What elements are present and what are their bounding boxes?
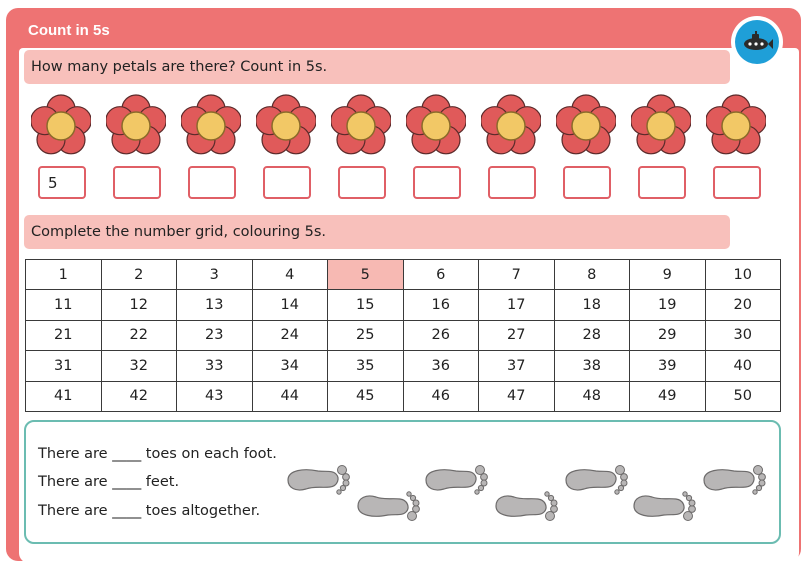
flower-item [478, 94, 544, 206]
grid-cell[interactable]: 14 [251, 289, 328, 321]
grid-row: 31 32 33 34 35 36 37 38 39 40 [25, 350, 781, 382]
grid-cell[interactable]: 19 [629, 289, 706, 321]
flower-item [253, 94, 319, 206]
grid-cell[interactable]: 38 [553, 350, 630, 382]
toes-total-sentence: There are ____ toes altogether. [38, 503, 261, 519]
grid-cell[interactable]: 35 [327, 350, 404, 382]
flower-item [328, 94, 394, 206]
grid-cell[interactable]: 15 [327, 289, 404, 321]
grid-cell[interactable]: 17 [478, 289, 555, 321]
petal-count-box[interactable] [188, 166, 236, 199]
grid-cell[interactable]: 28 [553, 319, 630, 352]
grid-cell[interactable]: 44 [251, 380, 328, 413]
grid-cell[interactable]: 10 [704, 258, 781, 291]
grid-cell[interactable]: 1 [25, 258, 102, 291]
petal-count-box[interactable]: 5 [38, 166, 86, 199]
grid-cell[interactable]: 48 [553, 380, 630, 413]
grid-cell[interactable]: 43 [176, 380, 253, 413]
foot-icon [562, 462, 632, 500]
flower-item [178, 94, 244, 206]
flower-item [103, 94, 169, 206]
grid-row: 1 2 3 4 5 6 7 8 9 10 [25, 258, 781, 291]
grid-cell[interactable]: 36 [402, 350, 479, 382]
foot-icon [422, 462, 492, 500]
foot-icon [284, 462, 354, 500]
grid-cell[interactable]: 50 [704, 380, 781, 413]
grid-cell[interactable]: 37 [478, 350, 555, 382]
grid-cell[interactable]: 8 [553, 258, 630, 291]
flower-item: 5 [28, 94, 94, 206]
feet-panel: There are ____ toes on each foot. There … [24, 420, 781, 544]
foot-icon [492, 490, 562, 528]
foot-icon [354, 490, 424, 528]
toes-per-foot-sentence: There are ____ toes on each foot. [38, 446, 277, 462]
grid-cell[interactable]: 4 [251, 258, 328, 291]
feet-count-sentence: There are ____ feet. [38, 474, 180, 490]
number-grid: 1 2 3 4 5 6 7 8 9 10 11 12 13 14 15 16 17 18 19 20 21 22 23 24 2… [25, 258, 781, 413]
grid-cell[interactable]: 31 [25, 350, 102, 382]
grid-cell[interactable]: 12 [100, 289, 177, 321]
grid-cell[interactable]: 33 [176, 350, 253, 382]
grid-cell[interactable]: 5 [327, 258, 404, 291]
foot-icon [700, 462, 770, 500]
grid-cell[interactable]: 20 [704, 289, 781, 321]
grid-cell[interactable]: 45 [327, 380, 404, 413]
grid-row: 41 42 43 44 45 46 47 48 49 50 [25, 380, 781, 413]
grid-cell[interactable]: 32 [100, 350, 177, 382]
grid-cell[interactable]: 39 [629, 350, 706, 382]
petal-count-box[interactable] [113, 166, 161, 199]
grid-cell[interactable]: 18 [553, 289, 630, 321]
grid-cell[interactable]: 25 [327, 319, 404, 352]
grid-cell[interactable]: 41 [25, 380, 102, 413]
grid-cell[interactable]: 42 [100, 380, 177, 413]
grid-cell[interactable]: 27 [478, 319, 555, 352]
petal-count-box[interactable] [488, 166, 536, 199]
petal-count-box[interactable] [338, 166, 386, 199]
petal-count-box[interactable] [413, 166, 461, 199]
flower-item [703, 94, 769, 206]
grid-cell[interactable]: 3 [176, 258, 253, 291]
grid-cell[interactable]: 22 [100, 319, 177, 352]
grid-cell[interactable]: 46 [402, 380, 479, 413]
grid-cell[interactable]: 26 [402, 319, 479, 352]
grid-cell[interactable]: 40 [704, 350, 781, 382]
foot-icon [630, 490, 700, 528]
grid-instruction: Complete the number grid, colouring 5s. [24, 215, 730, 249]
grid-cell[interactable]: 21 [25, 319, 102, 352]
flower-item [553, 94, 619, 206]
grid-cell[interactable]: 7 [478, 258, 555, 291]
flower-item [628, 94, 694, 206]
petal-count-box[interactable] [638, 166, 686, 199]
flower-row: 5 [28, 94, 778, 206]
grid-cell[interactable]: 11 [25, 289, 102, 321]
grid-cell[interactable]: 49 [629, 380, 706, 413]
grid-cell[interactable]: 6 [402, 258, 479, 291]
petal-count-box[interactable] [713, 166, 761, 199]
submarine-icon [731, 16, 783, 68]
petal-count-box[interactable] [563, 166, 611, 199]
page-title: Count in 5s [28, 22, 110, 39]
petals-instruction: How many petals are there? Count in 5s. [24, 50, 730, 84]
grid-cell[interactable]: 24 [251, 319, 328, 352]
grid-cell[interactable]: 16 [402, 289, 479, 321]
grid-cell[interactable]: 9 [629, 258, 706, 291]
grid-cell[interactable]: 29 [629, 319, 706, 352]
grid-cell[interactable]: 13 [176, 289, 253, 321]
grid-cell[interactable]: 34 [251, 350, 328, 382]
grid-row: 11 12 13 14 15 16 17 18 19 20 [25, 289, 781, 321]
flower-item [403, 94, 469, 206]
grid-cell[interactable]: 2 [100, 258, 177, 291]
grid-row: 21 22 23 24 25 26 27 28 29 30 [25, 319, 781, 352]
grid-cell[interactable]: 47 [478, 380, 555, 413]
grid-cell[interactable]: 23 [176, 319, 253, 352]
petal-count-box[interactable] [263, 166, 311, 199]
grid-cell[interactable]: 30 [704, 319, 781, 352]
